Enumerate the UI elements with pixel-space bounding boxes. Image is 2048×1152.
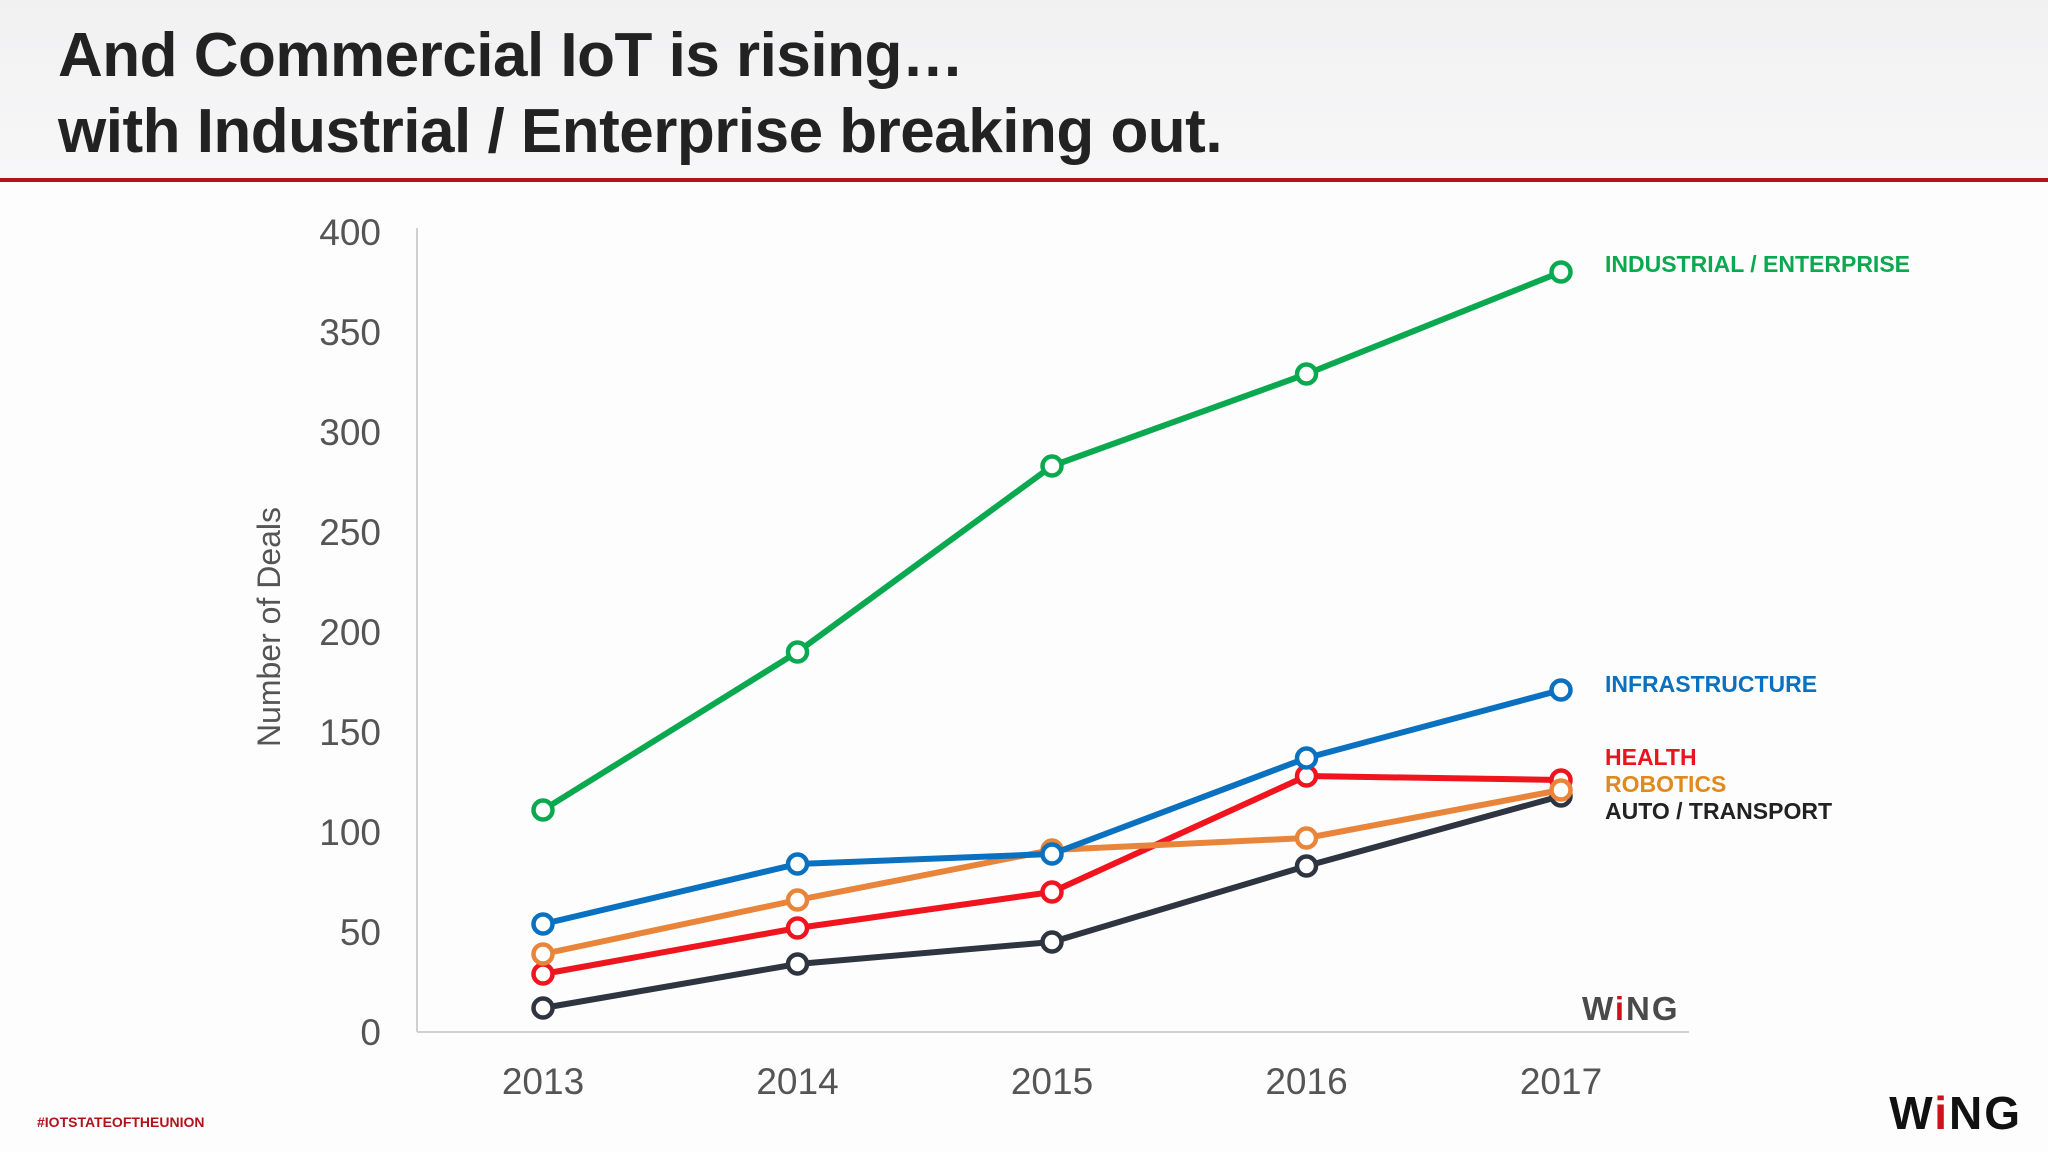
data-point <box>1040 454 1064 478</box>
data-point <box>1549 260 1573 284</box>
x-tick-label: 2015 <box>1011 1061 1093 1102</box>
y-tick-label: 0 <box>360 1012 381 1053</box>
title-line-2: with Industrial / Enterprise breaking ou… <box>58 97 1223 166</box>
chart-watermark-logo: WiNG <box>1582 990 1680 1027</box>
slide-title: And Commercial IoT is rising… with Indus… <box>58 18 1223 170</box>
data-point <box>1549 778 1573 802</box>
data-point <box>1040 842 1064 866</box>
y-tick-label: 350 <box>319 312 381 353</box>
x-tick-label: 2017 <box>1520 1061 1602 1102</box>
data-point <box>785 640 810 664</box>
y-tick-label: 250 <box>319 512 381 553</box>
y-tick-label: 300 <box>319 412 381 453</box>
data-point <box>531 942 555 966</box>
data-point <box>1040 930 1064 954</box>
data-point <box>1294 854 1319 878</box>
data-point <box>785 916 810 940</box>
hashtag: #IOTSTATEOFTHEUNION <box>37 1114 205 1130</box>
y-tick-label: 100 <box>319 812 381 853</box>
data-point <box>531 798 555 822</box>
x-tick-label: 2013 <box>502 1061 584 1102</box>
wing-logo: WiNG <box>1889 1087 2022 1139</box>
data-point <box>1549 678 1573 702</box>
series-label: INFRASTRUCTURE <box>1605 671 1817 697</box>
data-point <box>1294 826 1319 850</box>
y-tick-label: 200 <box>319 612 381 653</box>
header-background <box>0 0 2048 180</box>
y-tick-label: 400 <box>319 212 381 253</box>
series-label: HEALTH <box>1605 744 1697 770</box>
data-point <box>1294 746 1319 770</box>
y-tick-label: 50 <box>340 912 381 953</box>
series-line-robotics <box>542 787 1562 957</box>
x-tick-label: 2016 <box>1265 1061 1347 1102</box>
title-line-1: And Commercial IoT is rising… <box>58 21 964 90</box>
data-point <box>1294 362 1319 386</box>
y-tick-label: 150 <box>319 712 381 753</box>
series-label: ROBOTICS <box>1605 771 1726 797</box>
x-tick-label: 2014 <box>756 1061 838 1102</box>
header-divider <box>0 178 2048 182</box>
data-point <box>785 852 810 876</box>
data-point <box>785 952 810 976</box>
series-label: INDUSTRIAL / ENTERPRISE <box>1605 251 1910 277</box>
data-point <box>531 962 555 986</box>
data-point <box>785 888 810 912</box>
series-label: AUTO / TRANSPORT <box>1605 798 1832 824</box>
data-point <box>531 912 555 936</box>
y-axis-label: Number of Deals <box>251 507 287 747</box>
data-point <box>531 996 555 1020</box>
data-point <box>1040 880 1064 904</box>
